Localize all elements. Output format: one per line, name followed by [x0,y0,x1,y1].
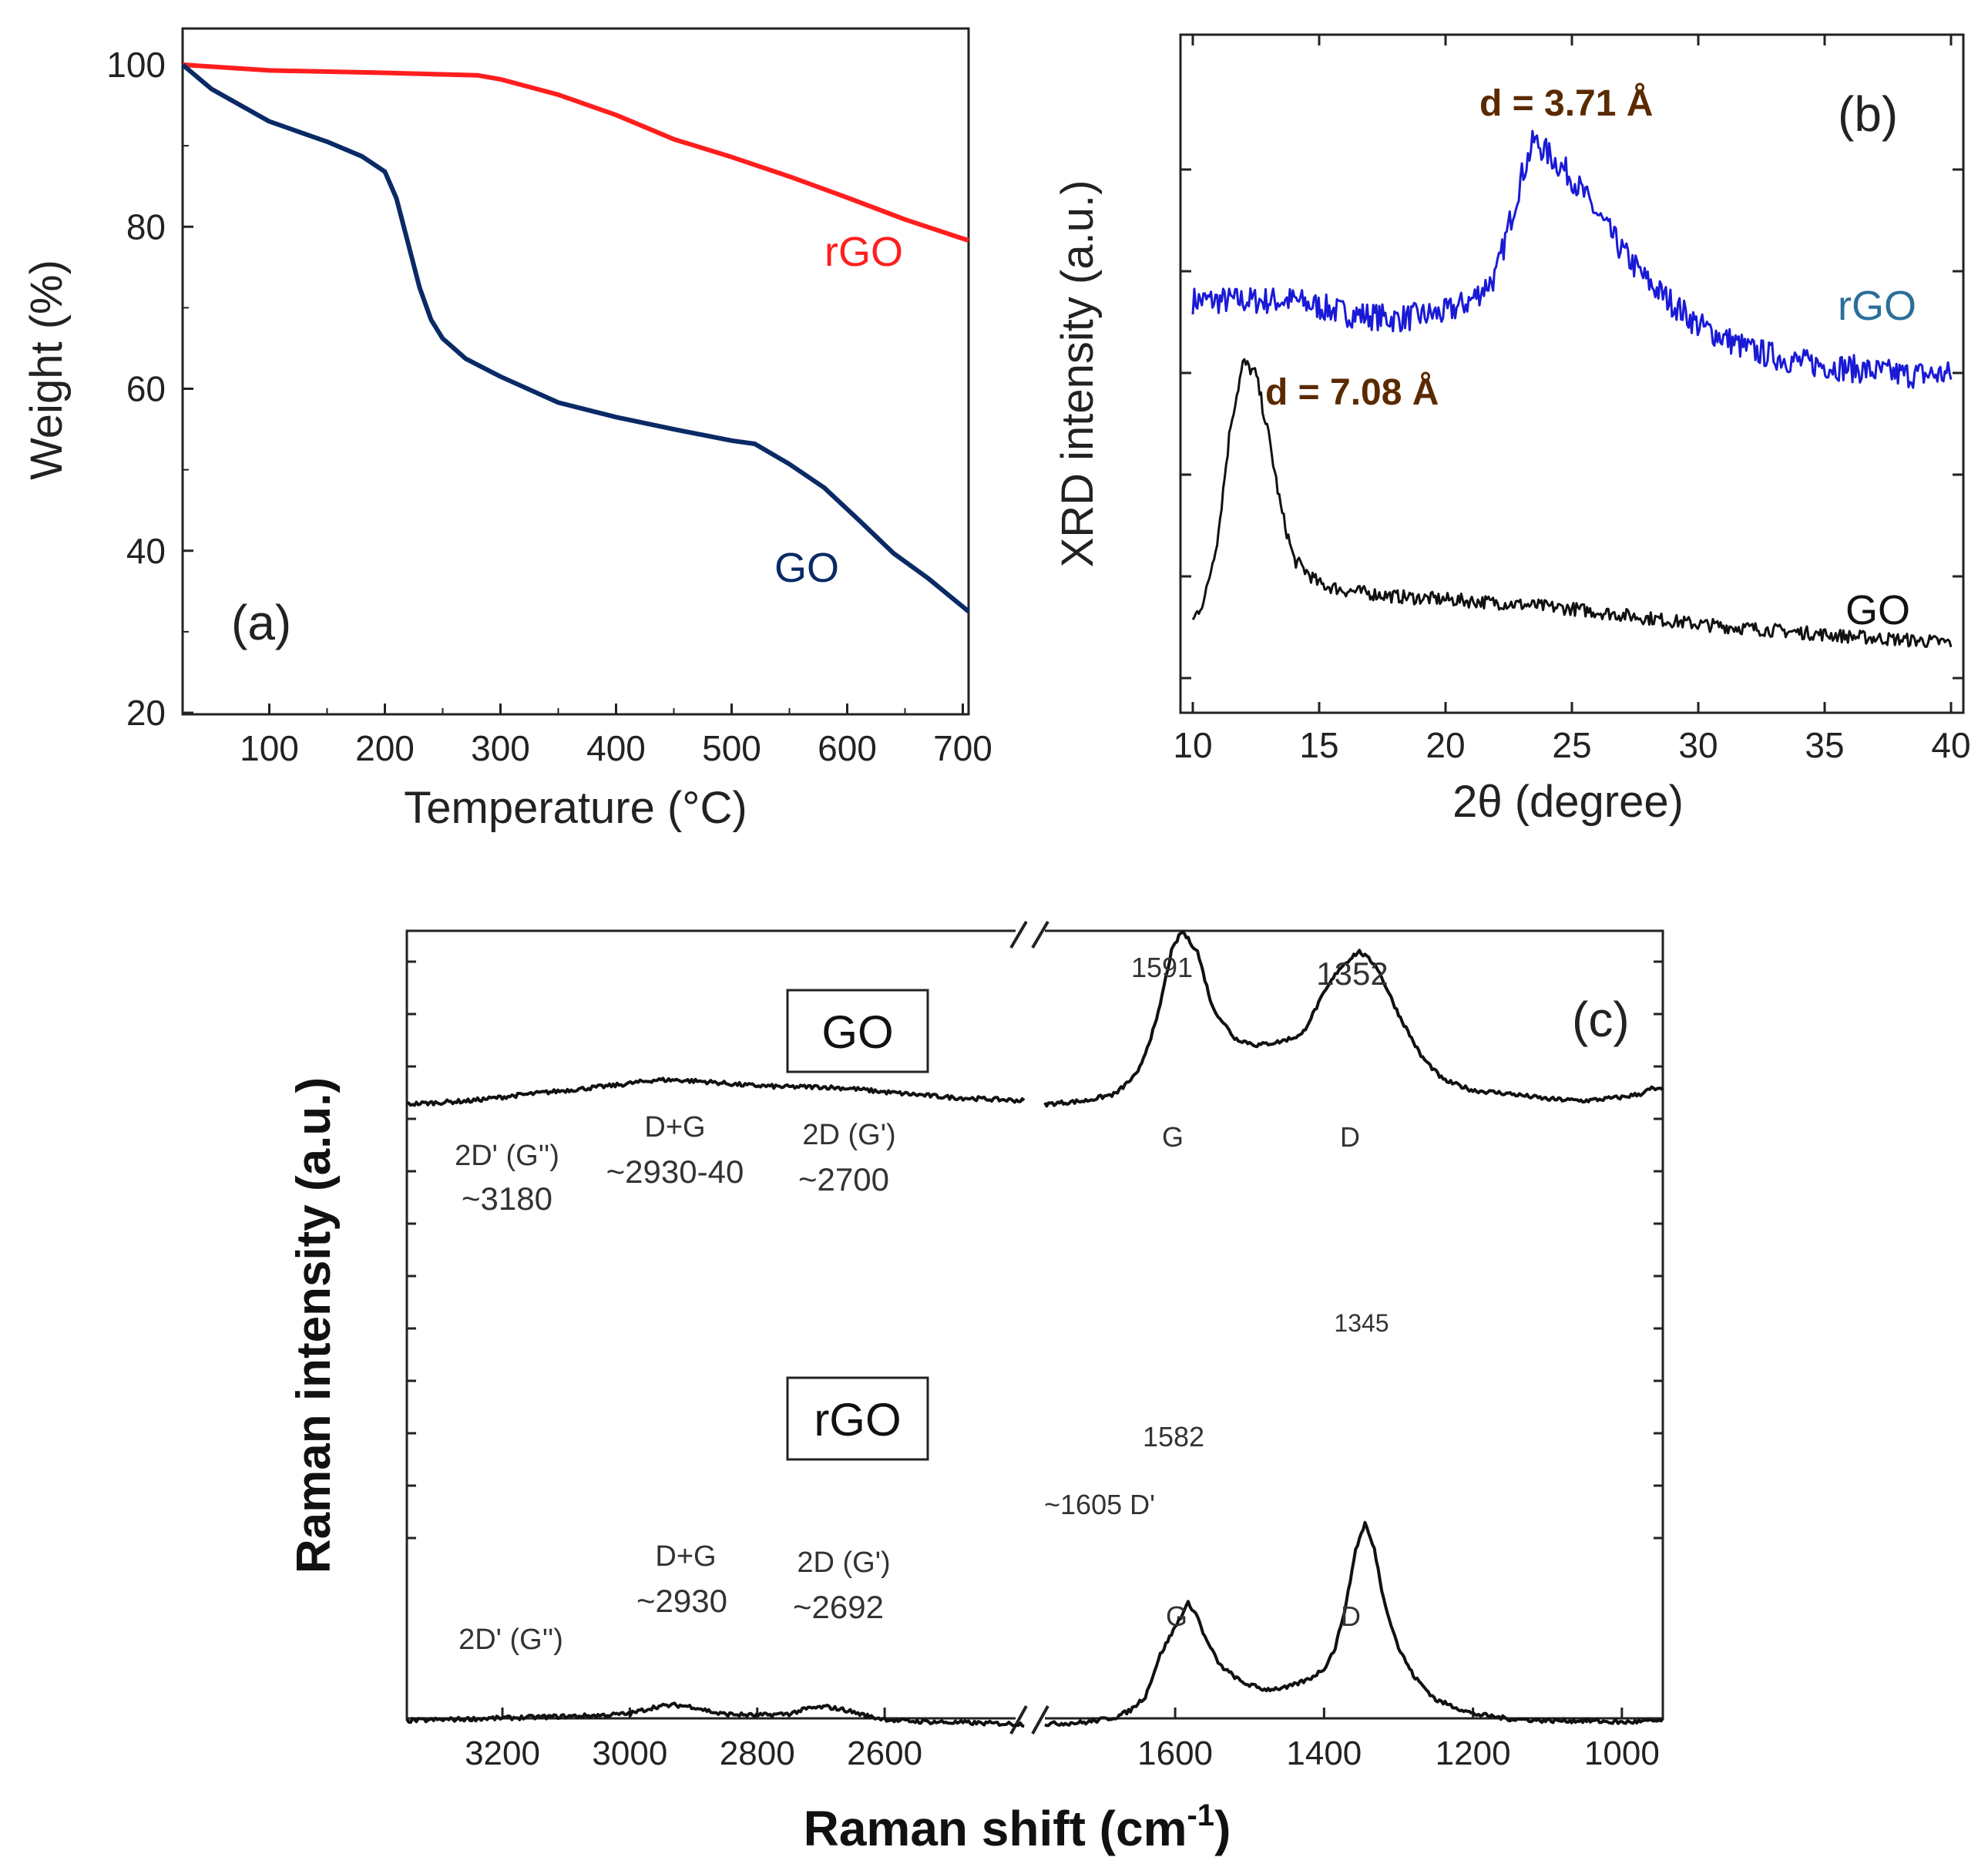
panel-a-x-tick-label: 300 [471,728,530,768]
panel-c-y-axis-title: Raman intensity (a.u.) [287,1077,341,1573]
panel-c-rgo-2d-value: ~2692 [793,1589,884,1625]
panel-c-rgo-dprime-label: ~1605 D' [1044,1489,1155,1520]
panel-c-rgo-g-band: G [1166,1600,1187,1632]
panel-c-x-tick-label: 2600 [847,1735,922,1772]
panel-c-go-2dprime-value: ~3180 [462,1180,552,1217]
panel-c-curves [405,930,1664,1728]
panel-c-x-tick-label: 3200 [465,1735,540,1772]
panel-c-rgo-dg-label: D+G [655,1540,716,1573]
panel-c-go-2dprime-label: 2D' (G'') [455,1140,559,1172]
panel-c-chart: 3200 3000 2800 2600 1600 1400 1200 1000 GO rGO … [287,920,1664,1856]
panel-a-y-tick-label: 60 [126,369,166,409]
panel-c-x-tick-label: 1600 [1137,1735,1213,1772]
panel-a-y-tick-label: 40 [126,531,166,571]
panel-a-panel-label: (a) [231,595,291,650]
panel-a-x-axis-title: Temperature (°C) [404,783,747,833]
panel-b-ticks: 10 15 20 25 30 35 40 [1173,35,1971,765]
panel-b-x-tick-label: 25 [1552,725,1591,765]
panel-a-series-rgo [182,62,969,243]
panel-c-x-tick-label: 1200 [1436,1735,1511,1772]
panel-c-x-tick-label: 2800 [720,1735,795,1772]
panel-c-top-break-mark [1009,920,1049,949]
panel-c-x-axis-title: Raman shift (cm-1) [804,1798,1231,1856]
panel-c-rgo-2d-label: 2D (G') [797,1547,890,1579]
panel-c-x-tick-label: 1400 [1286,1735,1362,1772]
panel-c-go-g-peak-value: 1591 [1131,952,1193,983]
panel-b-x-axis-title: 2θ (degree) [1452,777,1684,827]
panel-a-curves [181,62,970,613]
panel-b-series-rgo [1191,129,1953,389]
panel-c-x-axis-title-sup: -1 [1187,1798,1214,1832]
panel-b-series-go [1191,358,1953,648]
panel-c-rgo-d-peak-value: 1345 [1334,1309,1389,1337]
panel-c-go-dg-label: D+G [644,1111,705,1144]
panel-a-x-tick-label: 600 [818,728,877,768]
panel-b-rgo-label: rGO [1838,283,1916,329]
panel-c-series-rgo-left [405,1701,1025,1728]
panel-c-rgo-g-peak-value: 1582 [1143,1421,1204,1453]
panel-c-series-rgo-right [1044,1520,1664,1728]
panel-a-ticks: 100 200 300 400 500 600 700 20 40 60 80 100 [106,45,992,768]
panel-c-bottom-break-mark [1009,1705,1049,1735]
panel-c-panel-label: (c) [1572,992,1630,1047]
panel-c-rgo-box-label: rGO [814,1394,901,1446]
panel-a-x-tick-label: 400 [586,728,646,768]
panel-c-rgo-box [786,1376,929,1461]
panel-b-x-tick-label: 15 [1299,725,1338,765]
panel-c-x-tick-label: 1000 [1584,1735,1660,1772]
panel-b-x-tick-label: 20 [1426,725,1465,765]
panel-c-series-go-right [1043,930,1664,1108]
panel-c-go-2d-value: ~2700 [798,1161,889,1197]
panel-c-x-axis-title-end: ) [1214,1801,1231,1856]
panel-b-chart: 10 15 20 25 30 35 40 d = 3.71 Å d = 7.08 Å rGO… [1053,33,1971,827]
panel-b-rgo-d-annotation: d = 3.71 Å [1479,82,1653,124]
panel-b-panel-label: (b) [1838,86,1898,142]
panel-b-x-tick-label: 40 [1931,725,1970,765]
panel-c-go-dg-value: ~2930-40 [606,1154,744,1190]
panel-c-rgo-dg-value: ~2930 [636,1583,727,1619]
panel-a-x-tick-label: 500 [702,728,761,768]
panel-a-frame [181,27,970,716]
panel-a-x-tick-label: 700 [933,728,992,768]
panel-a-x-tick-label: 200 [355,728,415,768]
panel-a-x-tick-label: 100 [240,728,299,768]
panel-c-go-d-band: D [1340,1121,1360,1153]
panel-a-series-go [181,62,970,613]
panel-b-y-axis-title: XRD intensity (a.u.) [1053,180,1103,568]
panel-c-rgo-d-band: D [1341,1600,1361,1632]
panel-c-ticks: 3200 3000 2800 2600 1600 1400 1200 1000 [407,960,1663,1772]
panel-a-go-label: GO [774,545,839,591]
panel-c-go-box-label: GO [821,1006,893,1058]
panel-c-x-tick-label: 3000 [592,1735,667,1772]
panel-a-y-tick-label: 100 [106,45,166,85]
panel-c-go-g-band: G [1162,1121,1184,1153]
panel-b-go-d-annotation: d = 7.08 Å [1265,371,1439,413]
panel-b-go-label: GO [1845,587,1910,633]
panel-c-rgo-2dprime-label: 2D' (G'') [458,1624,563,1656]
panel-a-y-tick-label: 80 [126,207,166,247]
panel-b-x-tick-label: 35 [1805,725,1844,765]
panel-c-x-axis-title-main: Raman shift (cm [804,1801,1187,1856]
panel-b-curves [1191,129,1953,648]
panel-a-rgo-label: rGO [824,229,903,275]
panel-b-x-tick-label: 30 [1678,725,1718,765]
panel-c-series-go-left [406,1076,1026,1107]
panel-c-go-d-peak-value: 1352 [1316,955,1388,992]
panel-c-go-box [786,989,929,1073]
panel-b-x-tick-label: 10 [1173,725,1212,765]
panel-c-frame [405,929,1664,1720]
panel-c-go-2d-label: 2D (G') [802,1119,895,1151]
panel-a-y-axis-title: Weight (%) [22,260,72,480]
panel-a-y-tick-label: 20 [126,693,166,733]
